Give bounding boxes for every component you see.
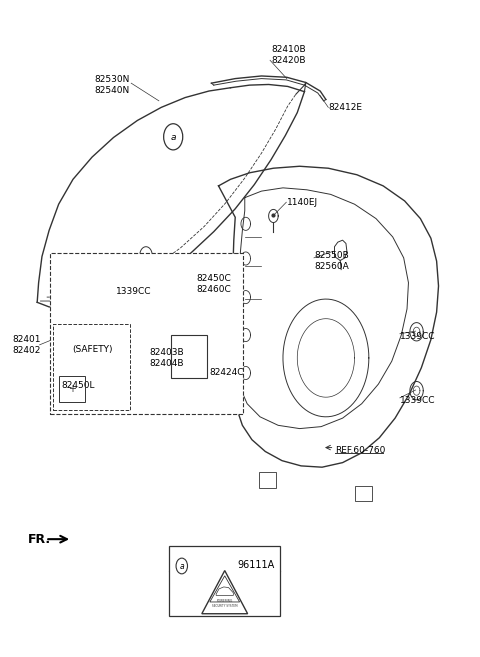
Bar <box>171 335 206 378</box>
Text: (SAFETY): (SAFETY) <box>72 345 112 354</box>
Bar <box>50 253 243 413</box>
Text: a: a <box>180 562 184 571</box>
Text: 82424C: 82424C <box>209 369 243 378</box>
Text: SECURITY SYSTEM: SECURITY SYSTEM <box>212 604 238 608</box>
Text: 1339CC: 1339CC <box>400 396 435 405</box>
Text: 82550B
82560A: 82550B 82560A <box>314 251 348 271</box>
Text: 82410B
82420B: 82410B 82420B <box>271 45 306 65</box>
Text: 1140EJ: 1140EJ <box>287 198 318 207</box>
Text: 82401
82402: 82401 82402 <box>12 335 40 355</box>
Circle shape <box>176 558 188 574</box>
Text: 96111A: 96111A <box>238 560 275 570</box>
Circle shape <box>164 124 183 150</box>
Bar <box>169 546 280 616</box>
Text: FR.: FR. <box>28 533 51 546</box>
Bar <box>355 486 372 501</box>
Bar <box>53 324 130 410</box>
Text: 82403B
82404B: 82403B 82404B <box>149 348 184 368</box>
Text: 82450C
82460C: 82450C 82460C <box>196 274 231 294</box>
Text: POWERING: POWERING <box>216 599 233 602</box>
Bar <box>259 472 276 488</box>
Text: a: a <box>170 133 176 142</box>
Text: +: + <box>68 384 76 394</box>
Text: 1339CC: 1339CC <box>116 287 151 296</box>
Text: 82530N
82540N: 82530N 82540N <box>95 75 130 95</box>
Text: 82450L: 82450L <box>61 381 95 390</box>
Text: 1339CC: 1339CC <box>400 332 435 341</box>
Bar <box>59 376 85 402</box>
Text: 82412E: 82412E <box>328 103 362 112</box>
Text: REF.60-760: REF.60-760 <box>336 446 386 455</box>
